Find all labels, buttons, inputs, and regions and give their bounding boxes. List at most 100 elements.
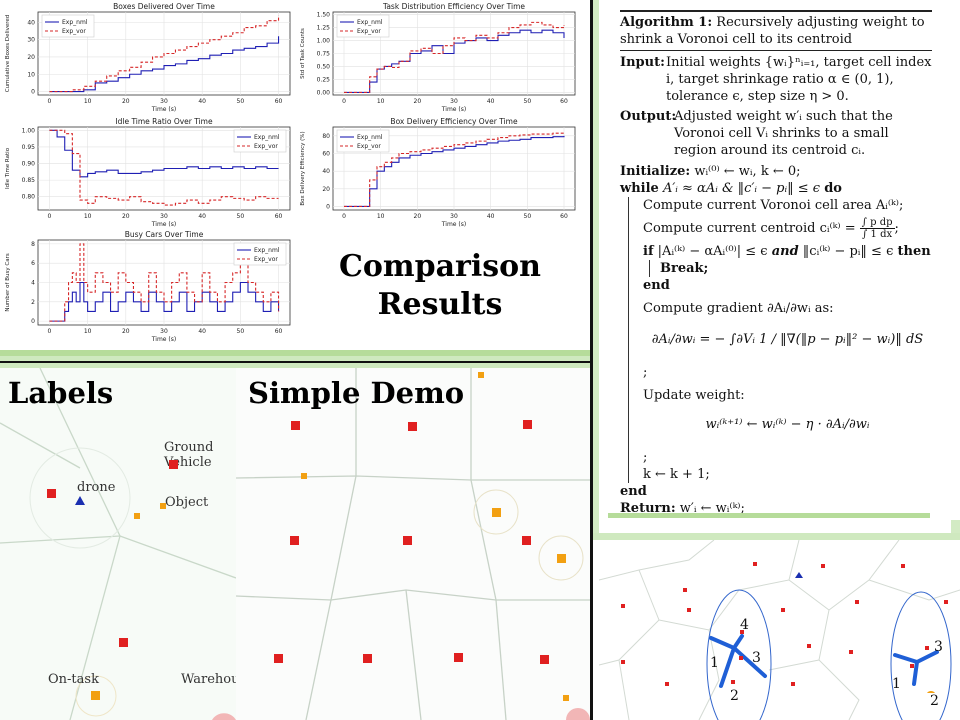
- simple-demo-panel: Simple Demo: [236, 368, 590, 720]
- warehouse-marker: [566, 708, 590, 720]
- y-tick-label: 6: [31, 260, 35, 267]
- labels-voronoi-svg: [0, 368, 236, 720]
- y-tick-label: 20: [322, 186, 330, 193]
- vehicle-marker: [408, 422, 417, 431]
- algorithm-return: Return: w′ᵢ ← wᵢ⁽ᵏ⁾;: [620, 500, 932, 517]
- vehicle-marker: [291, 421, 300, 430]
- return-label: Return:: [620, 501, 676, 516]
- on-task-label: On-task: [48, 672, 99, 687]
- algorithm-heading: Algorithm 1: Recursively adjusting weigh…: [620, 12, 932, 50]
- initialize-text: wᵢ⁽⁰⁾ ← wᵢ, k ← 0;: [694, 164, 801, 179]
- if-label: if: [643, 244, 654, 259]
- algorithm-title: Recursively adjusting weight to shrink a…: [620, 15, 925, 47]
- vehicle-marker: [731, 680, 735, 684]
- drone-icon: [795, 572, 803, 578]
- return-text: w′ᵢ ← wᵢ⁽ᵏ⁾;: [679, 501, 745, 516]
- y-tick-label: 8: [31, 241, 35, 248]
- x-tick-label: 60: [275, 213, 283, 220]
- vehicle-marker: [290, 536, 299, 545]
- y-axis-label: Cumulative Boxes Delivered: [5, 15, 11, 93]
- voronoi-edge: [0, 535, 121, 544]
- y-tick-label: 20: [27, 54, 35, 61]
- x-tick-label: 50: [237, 328, 245, 335]
- weighted-cell-edge: [915, 650, 939, 664]
- labels-panel: Labels Ground Vehicle drone Object On-ta…: [0, 368, 236, 720]
- voronoi-edge: [405, 589, 422, 720]
- demo-voronoi-svg: [236, 368, 590, 720]
- cell-number-label: 2: [730, 688, 739, 704]
- algorithm-left-border: [593, 0, 599, 535]
- vehicle-marker: [454, 653, 463, 662]
- y-axis-label: Idle Time Ratio: [5, 147, 11, 189]
- x-tick-label: 0: [342, 213, 346, 220]
- comparison-title-line1: Comparison: [339, 249, 541, 284]
- algorithm-initialize: Initialize: wᵢ⁽⁰⁾ ← wᵢ, k ← 0;: [620, 163, 932, 180]
- weight-adjust-demo-panel: 4 1 3 2 3 1 2: [599, 540, 960, 720]
- object-marker: [927, 691, 935, 693]
- voronoi-edge: [658, 540, 800, 631]
- x-tick-label: 40: [487, 213, 495, 220]
- algorithm-output: Output: Adjusted weight w′ᵢ such that th…: [620, 108, 932, 159]
- x-axis-label: Time (s): [151, 221, 176, 228]
- legend-label: Exp_vor: [254, 143, 278, 150]
- y-axis-label: Box Delivery Efficiency (%): [300, 131, 306, 205]
- series-line-Exp_nml: [49, 36, 280, 93]
- end-while-label: end: [620, 484, 647, 499]
- series-line-Exp_vor: [344, 21, 565, 93]
- series-line-Exp_nml: [344, 135, 565, 208]
- voronoi-edge: [305, 599, 332, 720]
- chart-title: Box Delivery Efficiency Over Time: [390, 117, 518, 126]
- x-tick-label: 0: [342, 98, 346, 105]
- y-tick-label: 10: [27, 71, 35, 78]
- algorithm-number: Algorithm 1:: [620, 15, 713, 30]
- weight-demo-svg: [599, 540, 960, 720]
- break-label: Break;: [660, 261, 709, 276]
- chart-busy-cars: Busy Cars Over Time 0 10 20 30 40 50 60 0 2 4 6 8 Tim…: [0, 228, 300, 348]
- gradient-semicolon: ;: [643, 365, 648, 380]
- voronoi-edge: [818, 609, 860, 720]
- x-tick-label: 50: [524, 213, 532, 220]
- y-tick-label: 0.90: [22, 161, 36, 168]
- vehicle-marker: [47, 489, 56, 498]
- legend-label: Exp_nml: [254, 247, 280, 254]
- y-tick-label: 1.50: [317, 12, 331, 19]
- series-line-Exp_vor: [49, 243, 280, 322]
- x-tick-label: 40: [198, 98, 206, 105]
- x-tick-label: 40: [487, 98, 495, 105]
- x-tick-label: 20: [122, 328, 130, 335]
- y-tick-label: 40: [322, 168, 330, 175]
- horizontal-divider-line: [0, 361, 592, 363]
- labels-heading: Labels: [8, 376, 114, 410]
- x-tick-label: 10: [377, 213, 385, 220]
- centroid-denominator: ∫ 1 dx: [862, 229, 893, 240]
- vehicle-marker: [821, 564, 825, 568]
- algorithm-input: Input: Initial weights {wᵢ}ⁿᵢ₌₁, target …: [620, 54, 932, 105]
- legend-label: Exp_vor: [254, 256, 278, 263]
- vehicle-marker: [403, 536, 412, 545]
- vehicle-marker: [687, 608, 691, 612]
- gradient-equation: ∂Aᵢ/∂wᵢ = − ∫∂Vᵢ 1 / ‖∇(‖p − pᵢ‖² − wᵢ)‖…: [651, 332, 924, 347]
- update-step: Update weight:: [643, 388, 745, 403]
- x-tick-label: 30: [160, 328, 168, 335]
- y-tick-label: 40: [27, 19, 35, 26]
- x-axis-label: Time (s): [151, 106, 176, 113]
- x-tick-label: 60: [275, 328, 283, 335]
- update-equation: wᵢ⁽ᵏ⁺¹⁾ ← wᵢ⁽ᵏ⁾ − η · ∂Aᵢ/∂wᵢ: [705, 417, 870, 432]
- chart-delivery-svg: Box Delivery Efficiency Over Time 0 10 20 30…: [300, 117, 576, 228]
- if-statement: if |Aᵢ⁽ᵏ⁾ − αAᵢ⁽⁰⁾| ≤ ϵ and ‖cᵢ⁽ᵏ⁾ − pᵢ‖…: [643, 243, 932, 260]
- chart-busy-svg: Busy Cars Over Time 0 10 20 30 40 50 60 0 2 4 6 8 Tim…: [5, 230, 291, 343]
- series-line-Exp_vor: [49, 129, 279, 206]
- y-tick-label: 0.25: [317, 76, 331, 83]
- object-marker: [160, 503, 166, 509]
- chart-boxes-svg: Boxes Delivered Over Time 0 10 20 30 40 50 60 0 1…: [5, 2, 291, 113]
- voronoi-edge: [495, 599, 507, 720]
- y-tick-label: 0.50: [317, 63, 331, 70]
- step-centroid-text: Compute current centroid cᵢ⁽ᵏ⁾ =: [643, 221, 856, 236]
- cell-number-label: 3: [934, 639, 943, 655]
- weighted-cell-edge: [709, 636, 736, 650]
- x-tick-label: 50: [524, 98, 532, 105]
- x-tick-label: 60: [560, 98, 568, 105]
- x-tick-label: 20: [414, 213, 422, 220]
- vehicle-marker: [274, 654, 283, 663]
- x-tick-label: 10: [84, 213, 92, 220]
